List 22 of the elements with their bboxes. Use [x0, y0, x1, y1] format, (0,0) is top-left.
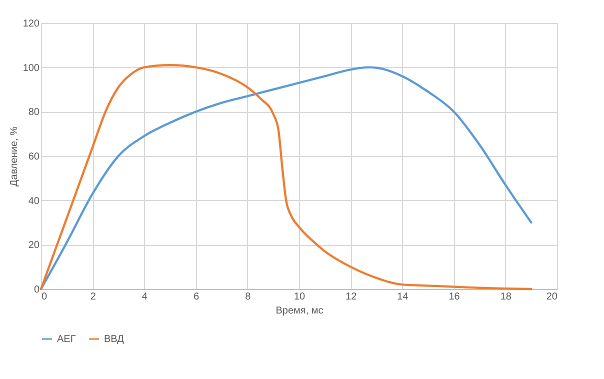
x-tick-label: 6	[194, 292, 200, 302]
x-tick-label: 10	[294, 292, 306, 302]
y-tick-label: 120	[22, 18, 40, 30]
y-tick-label: 40	[28, 196, 40, 207]
y-axis-title: Давление, %	[8, 126, 20, 186]
x-tick-label: 16	[448, 292, 460, 302]
x-tick-label: 2	[90, 292, 96, 302]
x-tick-label: 8	[245, 292, 252, 302]
y-tick-label: 80	[28, 107, 40, 118]
y-tick-label: 60	[28, 152, 40, 162]
x-tick-label: 20	[546, 292, 558, 302]
legend-label: АЕГ	[57, 334, 76, 345]
legend-label: ВВД	[104, 334, 124, 345]
y-tick-label: 20	[28, 240, 40, 252]
x-tick-label: 18	[500, 292, 512, 302]
x-axis-title: Время, мс	[276, 306, 324, 316]
x-tick-label: 12	[346, 292, 358, 302]
x-tick-label: 0	[42, 292, 48, 302]
x-tick-label: 14	[397, 292, 409, 302]
y-tick-label: 100	[22, 62, 40, 74]
y-tick-label: 0	[34, 284, 40, 296]
x-tick-label: 4	[142, 292, 148, 302]
